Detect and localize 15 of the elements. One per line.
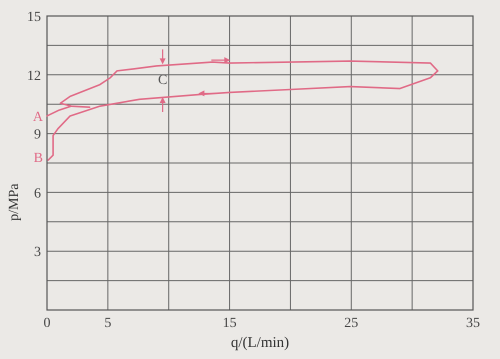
x-tick-label: 25 <box>344 316 358 331</box>
x-tick-label: 15 <box>222 316 237 331</box>
annotation: B <box>34 151 43 166</box>
y-tick-label: 12 <box>27 68 41 84</box>
x-tick-label: 35 <box>466 316 480 331</box>
x-tick-label: 0 <box>44 316 50 331</box>
x-tick-label: 5 <box>104 316 112 331</box>
y-tick-label: 15 <box>27 10 41 25</box>
y-axis-title: p/MPa <box>7 182 22 221</box>
annotation: A <box>32 110 44 125</box>
x-axis-title: q/(L/min) <box>230 335 290 351</box>
y-tick-label: 9 <box>34 128 41 143</box>
annotation: C <box>158 73 168 88</box>
y-tick-label: 6 <box>34 186 41 202</box>
y-tick-label: 3 <box>34 245 41 260</box>
